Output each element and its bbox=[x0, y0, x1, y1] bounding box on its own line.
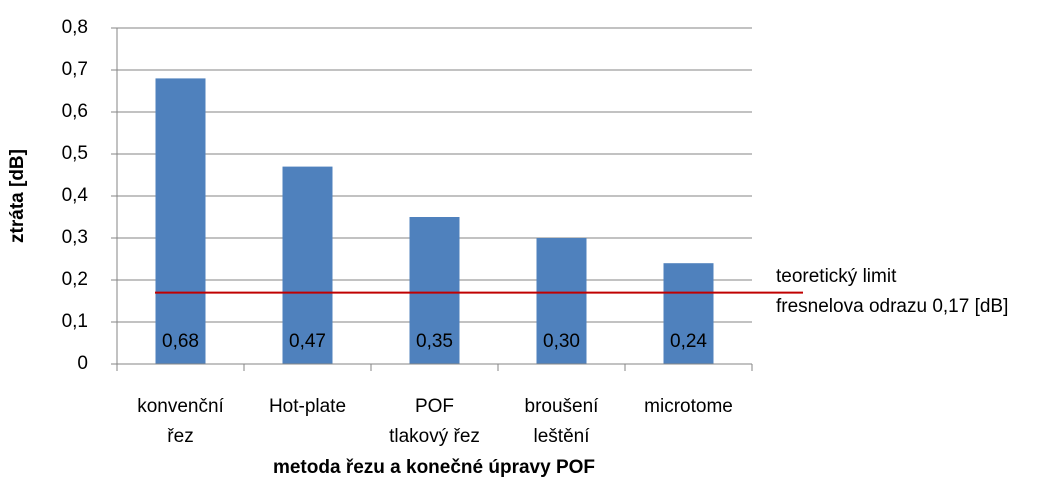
value-label: 0,24 bbox=[670, 331, 707, 352]
x-tick-label: broušení bbox=[525, 396, 600, 417]
annotation: fresnelova odrazu 0,17 [dB] bbox=[776, 296, 1008, 317]
value-label: 0,47 bbox=[289, 331, 326, 352]
x-tick-label: leštění bbox=[534, 426, 591, 447]
annotation: teoretický limit bbox=[776, 266, 897, 287]
bar bbox=[155, 78, 206, 365]
y-tick-label: 0,4 bbox=[62, 185, 89, 206]
x-tick-label: microtome bbox=[644, 396, 733, 417]
y-tick-label: 0,8 bbox=[62, 17, 88, 38]
y-tick-label: 0,5 bbox=[62, 143, 88, 164]
x-tick-label: Hot-plate bbox=[269, 396, 346, 417]
y-tick-label: 0,1 bbox=[62, 311, 88, 332]
y-tick-label: 0,3 bbox=[62, 227, 88, 248]
value-label: 0,30 bbox=[543, 331, 580, 352]
x-tick-label: POF bbox=[415, 396, 454, 417]
y-tick-label: 0,7 bbox=[62, 59, 88, 80]
value-label: 0,35 bbox=[416, 331, 453, 352]
bar bbox=[409, 217, 460, 364]
x-tick-label: tlakový řez bbox=[389, 426, 480, 447]
bar bbox=[663, 263, 714, 364]
y-tick-label: 0 bbox=[77, 353, 88, 374]
y-tick-label: 0,2 bbox=[62, 269, 88, 290]
x-tick-label: řez bbox=[167, 426, 193, 447]
value-label: 0,68 bbox=[162, 331, 199, 352]
x-tick-label: konvenční bbox=[137, 396, 224, 417]
y-tick-label: 0,6 bbox=[62, 101, 88, 122]
bar bbox=[282, 166, 333, 364]
bar bbox=[536, 238, 587, 364]
x-axis-title: metoda řezu a konečné úpravy POF bbox=[273, 457, 595, 478]
y-axis-title: ztráta [dB] bbox=[7, 149, 28, 243]
